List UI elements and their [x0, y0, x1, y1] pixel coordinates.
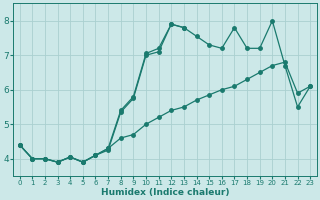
X-axis label: Humidex (Indice chaleur): Humidex (Indice chaleur) — [101, 188, 229, 197]
